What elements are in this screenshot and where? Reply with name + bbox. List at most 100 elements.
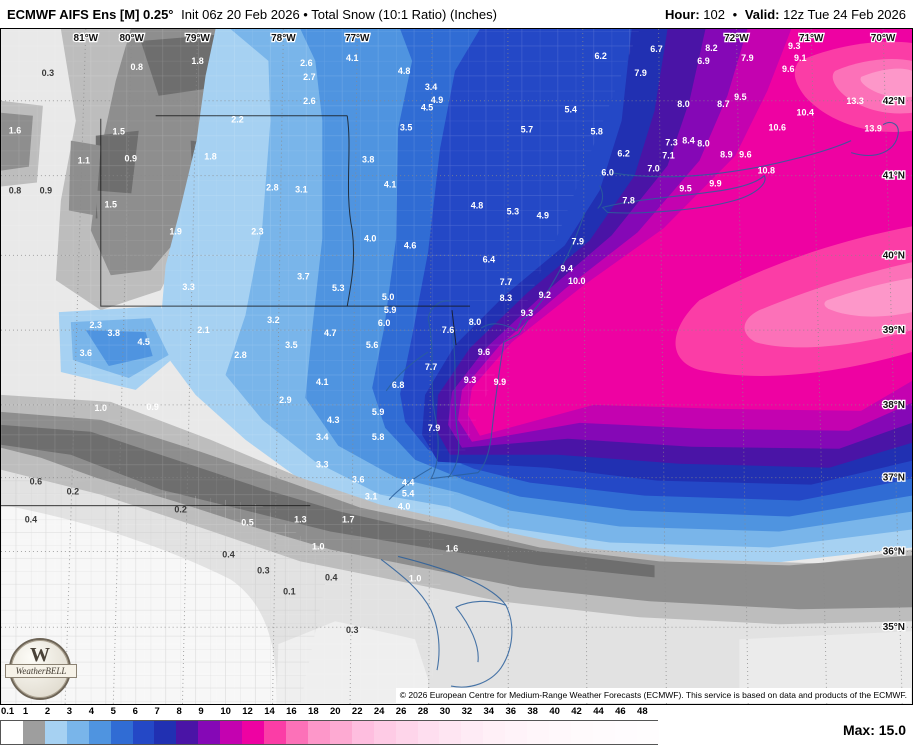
snow-value-label: 1.0 bbox=[409, 573, 421, 583]
latitude-label: 35°N bbox=[883, 622, 905, 633]
hour-value: 102 bbox=[703, 6, 725, 22]
snow-value-label: 6.9 bbox=[697, 56, 709, 66]
colorbar-tick: 0.1 bbox=[1, 706, 15, 717]
snow-value-label: 8.0 bbox=[697, 139, 709, 149]
snow-value-label: 4.9 bbox=[431, 95, 443, 105]
snow-value-label: 5.9 bbox=[372, 407, 384, 417]
colorbar-tick: 3 bbox=[66, 706, 73, 717]
map-title: ECMWF AIFS Ens [M] 0.25° Init 06z 20 Feb… bbox=[7, 7, 501, 22]
colorbar-cell bbox=[88, 721, 111, 744]
latitude-label: 38°N bbox=[883, 400, 905, 411]
snow-value-label: 8.9 bbox=[720, 150, 732, 160]
colorbar-cell bbox=[132, 721, 155, 744]
snow-value-label: 3.1 bbox=[295, 185, 307, 195]
latitude-label: 42°N bbox=[883, 96, 905, 107]
snow-value-label: 4.6 bbox=[404, 240, 416, 250]
colorbar-tick: 9 bbox=[198, 706, 204, 717]
meridian-line bbox=[882, 29, 903, 704]
snow-value-label: 7.6 bbox=[442, 325, 454, 335]
colorbar-tick: 44 bbox=[593, 706, 604, 717]
snow-value-label: 0.9 bbox=[146, 402, 158, 412]
snow-value-label: 9.5 bbox=[734, 92, 746, 102]
snow-value-label: 2.1 bbox=[197, 325, 209, 335]
snow-value-label: 9.3 bbox=[521, 308, 533, 318]
snow-value-label: 10.6 bbox=[769, 123, 786, 133]
colorbar-tick: 28 bbox=[417, 706, 429, 717]
snow-value-label: 1.5 bbox=[113, 127, 125, 137]
snow-value-label: 3.8 bbox=[362, 155, 374, 165]
longitude-label: 77°W bbox=[345, 33, 370, 44]
meridian-line bbox=[810, 29, 828, 704]
snow-value-label: 2.2 bbox=[231, 115, 243, 125]
snow-value-label: 3.7 bbox=[297, 271, 309, 281]
colorbar-tick: 7 bbox=[154, 706, 160, 717]
snow-value-label: 13.3 bbox=[846, 96, 863, 106]
snow-value-label: 5.3 bbox=[507, 206, 519, 216]
colorbar-tick: 30 bbox=[439, 706, 451, 717]
valid-value: 12z Tue 24 Feb 2026 bbox=[783, 6, 906, 22]
hour-label: Hour: bbox=[665, 6, 700, 22]
colorbar-tick: 1 bbox=[22, 706, 29, 717]
snow-value-label: 3.3 bbox=[182, 282, 194, 292]
colorbar-tick: 36 bbox=[505, 706, 517, 717]
coastlines bbox=[380, 122, 899, 688]
snow-value-label: 0.1 bbox=[283, 586, 295, 596]
meridian-line bbox=[181, 29, 199, 704]
snow-value-label: 4.8 bbox=[471, 200, 483, 210]
colorbar-tick: 5 bbox=[110, 706, 116, 717]
snow-value-label: 3.4 bbox=[316, 432, 328, 442]
geo-labels: 81°W 80°W 79°W 78°W 77°W 72°W 71°W 70°W 42°N 41°N… bbox=[72, 32, 906, 635]
colorbar-tick: 46 bbox=[615, 706, 626, 717]
snow-value-label: 5.4 bbox=[565, 105, 577, 115]
snow-value-label: 1.6 bbox=[9, 126, 21, 136]
colorbar-tick: 22 bbox=[351, 706, 363, 717]
colorbar-tick: 16 bbox=[286, 706, 297, 717]
colorbar-cell bbox=[395, 721, 418, 744]
snow-value-label: 2.6 bbox=[303, 96, 315, 106]
snow-value-label: 9.6 bbox=[739, 150, 751, 160]
longitude-label: 81°W bbox=[74, 33, 99, 44]
snow-value-label: 3.5 bbox=[285, 340, 297, 350]
colorbar-cell bbox=[110, 721, 133, 744]
snow-value-label: 0.3 bbox=[42, 68, 54, 78]
snow-value-label: 4.3 bbox=[327, 415, 339, 425]
map-svg: 0.30.81.8 2.62.74.14.83.44.94.52.62.23.5 5… bbox=[1, 29, 912, 704]
snow-value-label: 10.4 bbox=[796, 108, 813, 118]
snow-value-label: 4.7 bbox=[324, 328, 336, 338]
colorbar-tick: 32 bbox=[461, 706, 473, 717]
snow-value-label: 3.6 bbox=[80, 348, 92, 358]
snow-value-label: 7.9 bbox=[571, 236, 583, 246]
colorbar-tick: 12 bbox=[242, 706, 253, 717]
snow-value-label: 9.1 bbox=[794, 53, 806, 63]
snow-value-label: 7.9 bbox=[634, 68, 646, 78]
model-name: ECMWF AIFS Ens [M] 0.25° bbox=[7, 6, 174, 22]
colorbar-cell bbox=[66, 721, 89, 744]
colorbar-cell bbox=[505, 721, 528, 744]
colorbar-cell bbox=[549, 721, 571, 744]
snow-value-label: 0.2 bbox=[67, 487, 79, 497]
colorbar-cell bbox=[417, 721, 440, 744]
snow-value-label: 7.0 bbox=[647, 164, 659, 174]
colorbar-cell bbox=[154, 721, 177, 744]
snow-value-label: 7.9 bbox=[741, 53, 753, 63]
snow-value-label: 9.3 bbox=[464, 375, 476, 385]
snow-value-label: 4.1 bbox=[384, 180, 396, 190]
snow-value-label: 1.8 bbox=[204, 152, 216, 162]
snow-value-label: 0.3 bbox=[257, 565, 269, 575]
colorbar-tick: 40 bbox=[549, 706, 560, 717]
colorbar-tick: 2 bbox=[44, 706, 51, 717]
colorbar-cell bbox=[44, 721, 67, 744]
max-number: 15.0 bbox=[878, 722, 906, 738]
snow-value-label: 0.5 bbox=[241, 518, 253, 528]
colorbar-tick: 8 bbox=[176, 706, 182, 717]
colorbar-cell bbox=[307, 721, 330, 744]
snow-value-label: 3.8 bbox=[108, 328, 120, 338]
colorbar-cell bbox=[285, 721, 308, 744]
colorbar-tick: 42 bbox=[571, 706, 582, 717]
colorbar-cell bbox=[439, 721, 462, 744]
snow-value-label: 5.6 bbox=[366, 340, 378, 350]
snow-value-label: 3.6 bbox=[352, 475, 364, 485]
snow-value-label: 9.2 bbox=[539, 290, 551, 300]
snow-value-label: 1.7 bbox=[342, 515, 354, 525]
colorbar-tick: 38 bbox=[527, 706, 538, 717]
